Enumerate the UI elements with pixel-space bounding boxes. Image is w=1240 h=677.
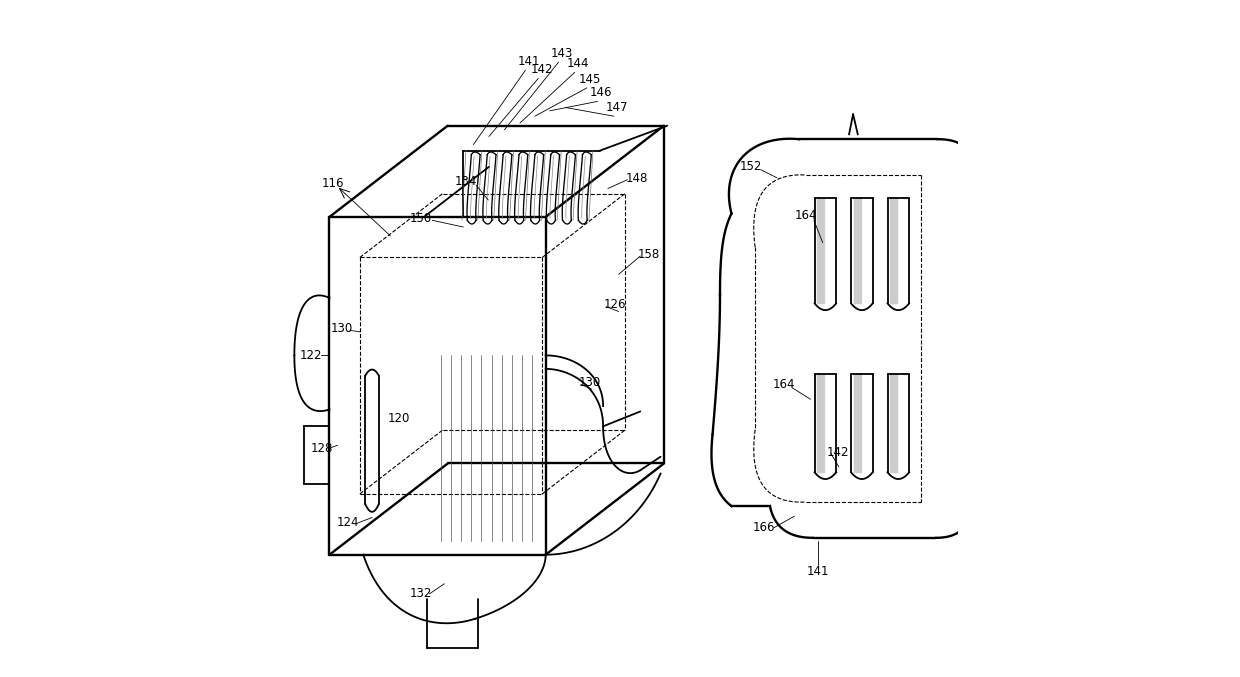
Text: 150: 150	[409, 212, 432, 225]
Text: 116: 116	[321, 177, 345, 190]
Text: 122: 122	[300, 349, 322, 362]
Text: 164: 164	[795, 209, 817, 222]
Text: 141: 141	[807, 565, 830, 578]
Text: 130: 130	[579, 376, 600, 389]
Text: 124: 124	[337, 517, 360, 529]
Text: 152: 152	[739, 160, 761, 173]
Text: 166: 166	[753, 521, 775, 534]
Text: 142: 142	[531, 63, 553, 76]
Text: 145: 145	[579, 72, 601, 85]
Text: 142: 142	[827, 445, 849, 458]
Text: 141: 141	[517, 55, 541, 68]
Text: 126: 126	[604, 299, 626, 311]
Text: 146: 146	[590, 86, 613, 99]
Text: 130: 130	[331, 322, 352, 335]
Text: 132: 132	[409, 588, 432, 600]
Text: 148: 148	[626, 172, 649, 185]
Text: 120: 120	[387, 412, 409, 424]
Text: 143: 143	[551, 47, 573, 60]
Text: 134: 134	[455, 175, 477, 188]
Text: 128: 128	[310, 442, 332, 455]
Text: 164: 164	[773, 378, 795, 391]
Text: 144: 144	[567, 57, 589, 70]
Text: 158: 158	[637, 248, 660, 261]
Text: 147: 147	[606, 101, 629, 114]
